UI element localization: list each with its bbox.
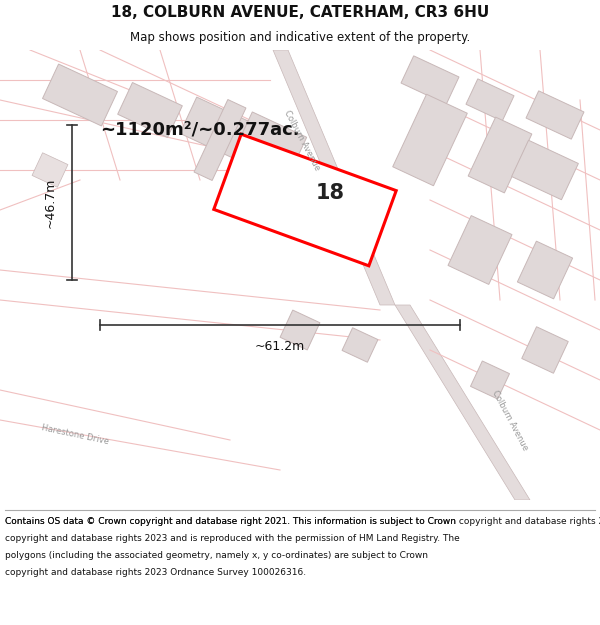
Polygon shape <box>180 97 260 163</box>
Polygon shape <box>393 94 467 186</box>
Polygon shape <box>342 328 378 362</box>
Text: Contains OS data © Crown copyright and database right 2021. This information is : Contains OS data © Crown copyright and d… <box>5 517 456 526</box>
Polygon shape <box>214 134 396 266</box>
Polygon shape <box>517 241 572 299</box>
Text: Contains OS data © Crown copyright and database right 2021. This information is : Contains OS data © Crown copyright and d… <box>5 517 600 526</box>
Polygon shape <box>468 117 532 193</box>
Text: copyright and database rights 2023 Ordnance Survey 100026316.: copyright and database rights 2023 Ordna… <box>5 568 306 577</box>
Text: Colburn Avenue: Colburn Avenue <box>490 388 530 452</box>
Text: copyright and database rights 2023 and is reproduced with the permission of HM L: copyright and database rights 2023 and i… <box>5 534 460 543</box>
Text: ~61.2m: ~61.2m <box>255 341 305 354</box>
Polygon shape <box>401 56 459 104</box>
Polygon shape <box>233 112 307 178</box>
Text: ~1120m²/~0.277ac.: ~1120m²/~0.277ac. <box>100 121 300 139</box>
Text: polygons (including the associated geometry, namely x, y co-ordinates) are subje: polygons (including the associated geome… <box>5 551 428 560</box>
Text: ~46.7m: ~46.7m <box>44 177 56 227</box>
Text: 18: 18 <box>316 183 344 203</box>
Polygon shape <box>395 305 530 500</box>
Text: 18, COLBURN AVENUE, CATERHAM, CR3 6HU: 18, COLBURN AVENUE, CATERHAM, CR3 6HU <box>111 5 489 20</box>
Polygon shape <box>280 310 320 350</box>
Polygon shape <box>522 327 568 373</box>
Polygon shape <box>118 82 182 138</box>
Polygon shape <box>512 140 578 200</box>
Polygon shape <box>526 91 584 139</box>
Polygon shape <box>273 50 395 305</box>
Text: Colburn Avenue: Colburn Avenue <box>282 108 322 172</box>
Polygon shape <box>470 361 509 399</box>
Text: Harestone Drive: Harestone Drive <box>40 424 110 446</box>
Text: Map shows position and indicative extent of the property.: Map shows position and indicative extent… <box>130 31 470 44</box>
Polygon shape <box>43 64 118 126</box>
Polygon shape <box>466 79 514 121</box>
Polygon shape <box>194 99 246 181</box>
Polygon shape <box>448 216 512 284</box>
Polygon shape <box>32 152 68 188</box>
